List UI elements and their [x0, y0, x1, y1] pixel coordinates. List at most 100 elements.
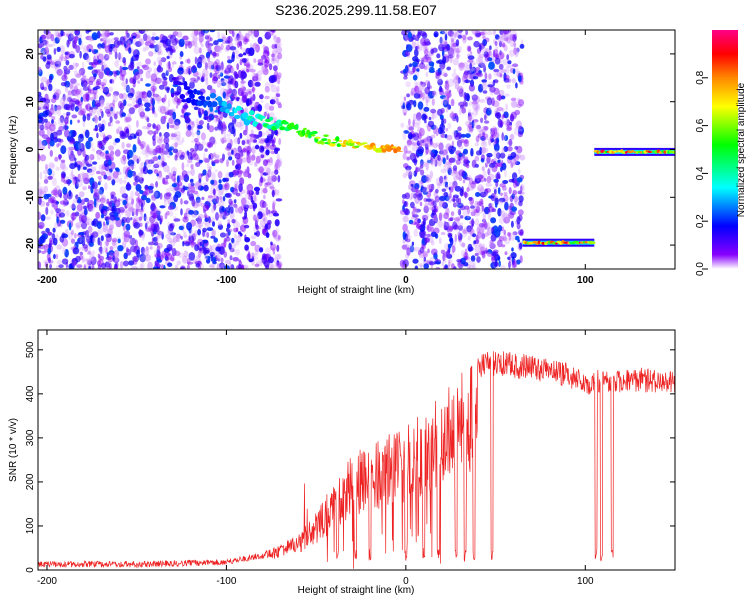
- noise-speckle-mark: [150, 203, 157, 212]
- noise-speckle-mark: [452, 129, 457, 138]
- noise-speckle-mark: [59, 219, 66, 224]
- noise-speckle-mark: [57, 117, 64, 126]
- noise-speckle-mark: [143, 213, 147, 222]
- noise-speckle-mark: [102, 78, 108, 84]
- noise-speckle-mark: [136, 66, 140, 70]
- noise-speckle-mark: [186, 187, 190, 192]
- noise-speckle-mark: [202, 57, 207, 65]
- noise-speckle-mark: [97, 229, 104, 235]
- noise-speckle-mark: [465, 30, 468, 36]
- noise-speckle-mark: [207, 195, 213, 199]
- noise-speckle-mark: [272, 229, 278, 238]
- noise-speckle-mark: [508, 178, 515, 183]
- noise-speckle-mark: [75, 142, 82, 151]
- noise-speckle-mark: [228, 156, 233, 161]
- noise-speckle-mark: [192, 121, 195, 128]
- noise-speckle-mark: [274, 44, 278, 49]
- noise-speckle-mark: [176, 175, 180, 184]
- noise-speckle-mark: [259, 177, 266, 183]
- noise-speckle-mark: [243, 108, 248, 114]
- colorbar-tick-label: 0.4: [695, 166, 706, 180]
- noise-speckle-mark: [197, 221, 203, 228]
- noise-speckle-mark: [99, 82, 107, 86]
- noise-speckle-mark: [452, 78, 458, 84]
- noise-speckle-mark: [239, 132, 243, 139]
- tone-mark: [663, 150, 667, 154]
- noise-speckle-mark: [101, 111, 104, 118]
- noise-speckle-mark: [254, 219, 258, 229]
- noise-speckle-mark: [504, 251, 508, 256]
- noise-speckle-mark: [499, 36, 506, 40]
- noise-speckle-mark: [417, 218, 421, 224]
- noise-speckle-mark: [128, 234, 132, 244]
- noise-speckle-mark: [239, 232, 243, 237]
- noise-speckle-mark: [201, 196, 205, 201]
- noise-speckle-mark: [270, 170, 276, 178]
- noise-speckle-mark: [150, 222, 155, 228]
- noise-speckle-mark: [498, 197, 506, 203]
- tone-mark: [171, 77, 177, 81]
- noise-speckle-mark: [84, 263, 90, 269]
- noise-speckle-mark: [516, 177, 523, 183]
- noise-speckle-mark: [73, 69, 78, 77]
- drifting-tone: [171, 77, 404, 154]
- noise-speckle-mark: [123, 230, 131, 238]
- noise-speckle-mark: [159, 254, 164, 261]
- noise-speckle-mark: [453, 68, 456, 74]
- noise-speckle-mark: [166, 55, 170, 60]
- noise-speckle-mark: [199, 241, 203, 247]
- noise-speckle-mark: [488, 173, 495, 180]
- noise-speckle-mark: [422, 138, 429, 143]
- noise-speckle-mark: [207, 56, 211, 62]
- noise-speckle-mark: [100, 171, 106, 176]
- noise-speckle-mark: [485, 107, 492, 116]
- noise-speckle-mark: [127, 135, 133, 140]
- noise-speckle-mark: [244, 38, 250, 43]
- noise-speckle-mark: [459, 239, 463, 247]
- noise-speckle-mark: [226, 136, 231, 144]
- noise-speckle-mark: [54, 37, 60, 44]
- noise-speckle-mark: [156, 124, 161, 131]
- noise-speckle-mark: [277, 72, 282, 78]
- noise-speckle-mark: [194, 143, 199, 152]
- noise-speckle-mark: [476, 103, 481, 110]
- noise-speckle-mark: [502, 43, 506, 48]
- noise-speckle-mark: [512, 68, 516, 75]
- noise-speckle-mark: [432, 91, 438, 97]
- tone-mark: [311, 130, 318, 135]
- noise-speckle-mark: [167, 169, 171, 175]
- noise-speckle-mark: [452, 165, 458, 172]
- noise-speckle-mark: [80, 96, 84, 103]
- noise-speckle-mark: [142, 92, 147, 98]
- noise-speckle-mark: [227, 59, 233, 64]
- noise-speckle-mark: [91, 231, 99, 238]
- noise-speckle-mark: [55, 31, 60, 38]
- noise-speckle-mark: [167, 262, 173, 268]
- tone-mark: [251, 118, 256, 121]
- noise-speckle-mark: [163, 115, 167, 120]
- noise-speckle-mark: [109, 150, 115, 156]
- noise-speckle-mark: [514, 127, 518, 136]
- noise-speckle-mark: [134, 175, 141, 183]
- noise-speckle-mark: [413, 100, 417, 108]
- noise-speckle-mark: [469, 62, 473, 70]
- noise-speckle-mark: [114, 217, 120, 221]
- noise-speckle-mark: [244, 193, 250, 199]
- noise-speckle-mark: [141, 149, 147, 156]
- noise-speckle-mark: [499, 30, 504, 35]
- noise-speckle-mark: [129, 237, 137, 246]
- noise-speckle-mark: [48, 75, 53, 84]
- noise-speckle-mark: [222, 127, 227, 134]
- noise-speckle-mark: [255, 155, 261, 164]
- noise-speckle-mark: [499, 152, 506, 159]
- noise-speckle-mark: [98, 190, 104, 195]
- noise-speckle-mark: [45, 216, 51, 220]
- noise-speckle-mark: [434, 159, 438, 167]
- noise-speckle-mark: [262, 217, 266, 222]
- noise-speckle-mark: [461, 64, 464, 70]
- noise-speckle-mark: [217, 38, 224, 43]
- noise-speckle-mark: [425, 95, 430, 103]
- noise-speckle-mark: [99, 246, 103, 255]
- noise-speckle-mark: [510, 100, 518, 109]
